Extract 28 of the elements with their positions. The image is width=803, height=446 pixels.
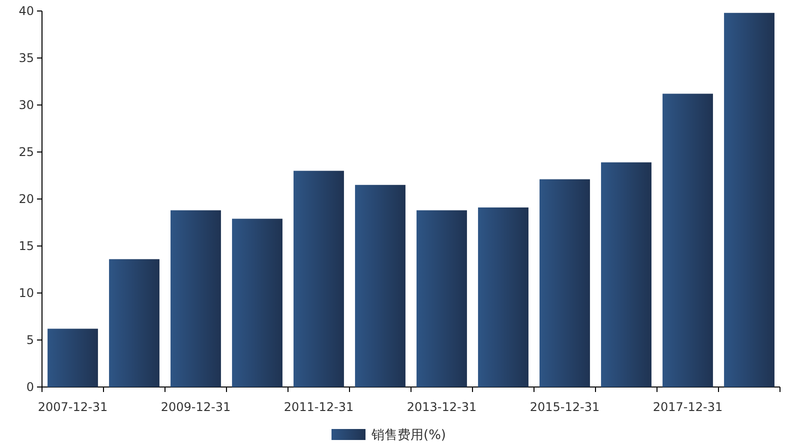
x-tick-label: 2007-12-31 (38, 400, 108, 414)
y-tick-label: 30 (18, 98, 34, 112)
bar (109, 259, 160, 387)
legend-label: 销售费用(%) (370, 428, 446, 443)
bar (294, 170, 344, 387)
x-tick-label: 2015-12-31 (530, 400, 600, 414)
x-tick-label: 2013-12-31 (406, 400, 477, 414)
bar (170, 210, 221, 387)
bar (355, 184, 406, 387)
y-tick-label: 40 (18, 4, 34, 18)
bar (232, 218, 282, 387)
x-tick-label: 2011-12-31 (284, 400, 354, 414)
bar (478, 207, 528, 387)
y-tick-label: 20 (18, 192, 34, 206)
bar (540, 179, 590, 387)
y-tick-label: 5 (26, 333, 34, 347)
y-tick-label: 25 (18, 145, 34, 159)
y-tick-label: 10 (18, 286, 34, 300)
y-tick-label: 35 (18, 51, 34, 65)
bar (416, 210, 467, 387)
x-tick-label: 2017-12-31 (652, 400, 723, 414)
y-tick-label: 0 (26, 380, 34, 394)
bar (601, 162, 652, 387)
y-tick-label: 15 (18, 239, 34, 253)
bar (724, 12, 774, 387)
x-tick-label: 2009-12-31 (160, 400, 231, 414)
bar (662, 94, 713, 387)
bar (48, 328, 98, 387)
